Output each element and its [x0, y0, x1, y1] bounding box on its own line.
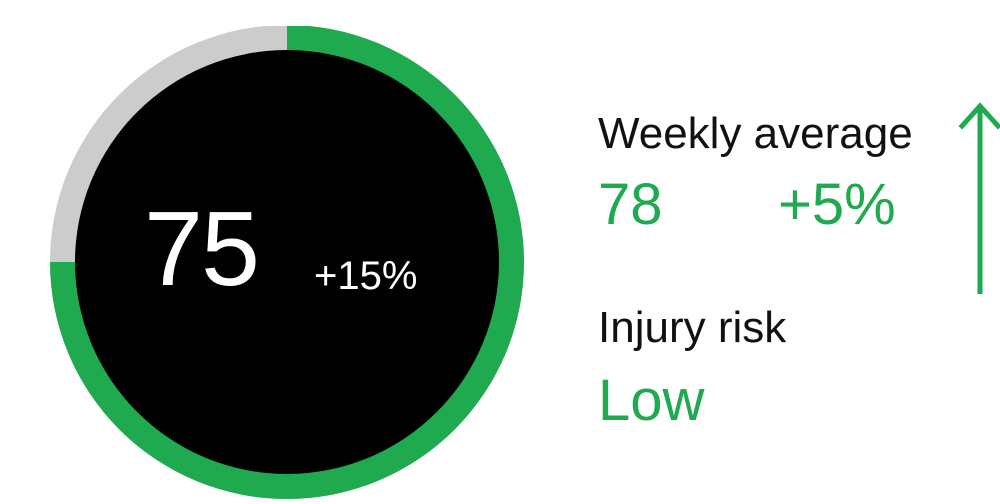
injury-risk-label: Injury risk	[598, 303, 787, 352]
score-ring	[50, 26, 524, 499]
gauge-core	[75, 50, 499, 474]
score-value: 75	[144, 190, 260, 308]
injury-risk-value: Low	[598, 368, 705, 433]
score-gauge	[40, 26, 534, 504]
up-arrow-icon	[958, 96, 1000, 296]
weekly-average-change: +5%	[778, 172, 896, 237]
weekly-average-value: 78	[598, 172, 663, 237]
weekly-average-label: Weekly average	[598, 109, 913, 158]
score-change: +15%	[314, 254, 418, 298]
